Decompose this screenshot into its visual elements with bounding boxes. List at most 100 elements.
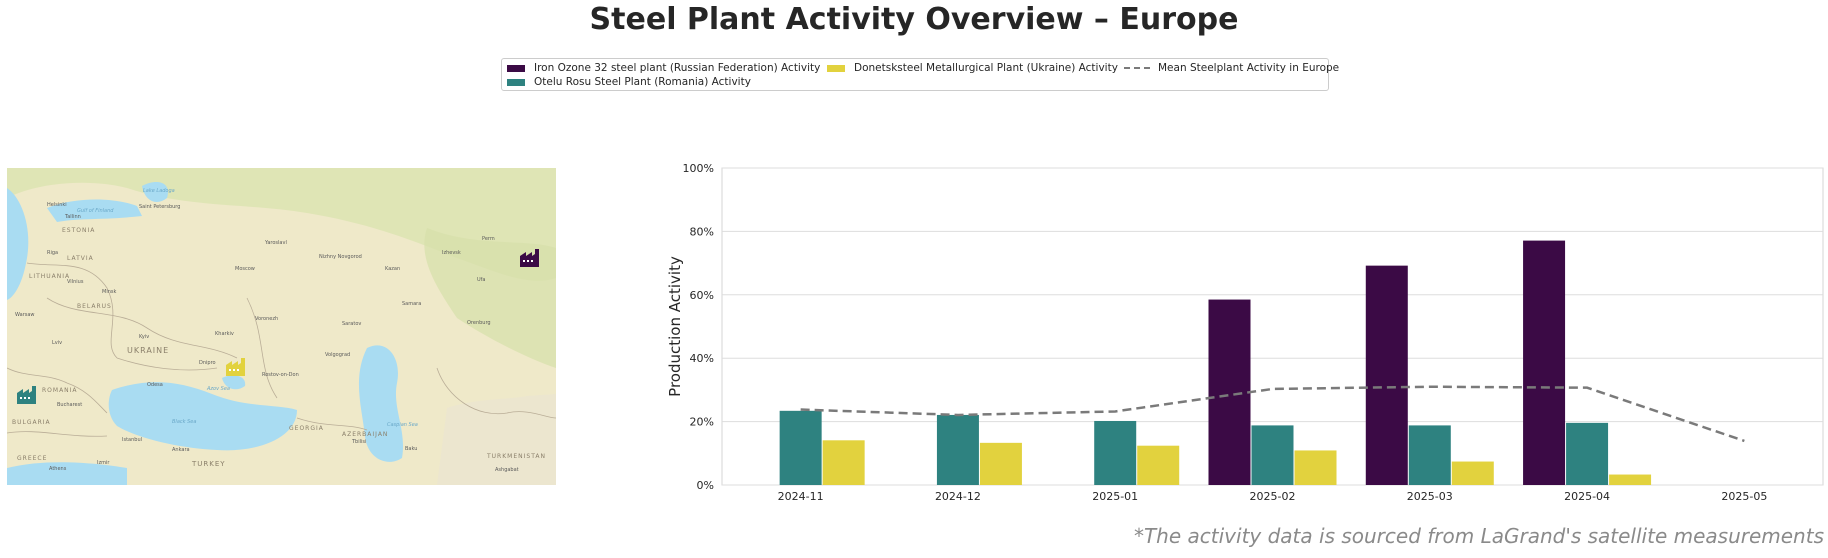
country-label-ukraine: UKRAINE bbox=[127, 346, 169, 355]
legend-label-donetsk: Donetsksteel Metallurgical Plant (Ukrain… bbox=[854, 62, 1118, 74]
map-city-labels: Helsinki Tallinn Saint Petersburg Riga V… bbox=[15, 202, 519, 473]
border-line-8 bbox=[436, 367, 556, 419]
legend-label-mean: Mean Steelplant Activity in Europe bbox=[1158, 62, 1340, 74]
factory-window-3 bbox=[531, 260, 533, 262]
map-svg: Helsinki Tallinn Saint Petersburg Riga V… bbox=[7, 168, 556, 485]
chart-title: Steel Plant Activity Overview – Europe bbox=[589, 2, 1239, 37]
x-tick-label: 2025-05 bbox=[1721, 490, 1767, 503]
city-label-bucharest: Bucharest bbox=[57, 402, 82, 408]
bar-donetsk bbox=[1137, 445, 1180, 485]
legend-swatch-otelu bbox=[507, 78, 525, 86]
city-label-helsinki: Helsinki bbox=[47, 202, 67, 208]
mean-activity-line bbox=[800, 385, 1745, 443]
city-label-orenburg: Orenburg bbox=[467, 320, 491, 326]
factory-window-1 bbox=[523, 260, 525, 262]
x-tick-label: 2025-02 bbox=[1250, 490, 1296, 503]
map-sea-labels: Black Sea Caspian Sea Azov Sea Gulf of F… bbox=[77, 188, 418, 428]
border-line-7 bbox=[296, 417, 368, 431]
city-label-kazan: Kazan bbox=[385, 266, 400, 272]
bar-donetsk bbox=[979, 442, 1022, 485]
legend-swatch-donetsk bbox=[827, 64, 845, 72]
city-label-kyiv: Kyiv bbox=[139, 334, 149, 340]
bar-otelu bbox=[1251, 425, 1294, 485]
border-line-5 bbox=[7, 367, 108, 414]
city-label-ankara: Ankara bbox=[172, 447, 190, 453]
city-label-istanbul: Istanbul bbox=[122, 437, 142, 443]
city-label-izhevsk: Izhevsk bbox=[442, 250, 461, 256]
factory-icon-donetsk[interactable] bbox=[226, 358, 245, 376]
city-label-volgograd: Volgograd bbox=[325, 352, 350, 358]
factory-window-2 bbox=[527, 260, 529, 262]
azov-sea-shape bbox=[222, 375, 246, 390]
baltic-sea-shape bbox=[7, 188, 29, 300]
bar-otelu bbox=[1566, 422, 1609, 485]
caspian-sea-shape bbox=[358, 345, 404, 462]
border-line-6 bbox=[7, 431, 108, 437]
map-country-labels: ESTONIA LATVIA LITHUANIA BELARUS UKRAINE… bbox=[12, 227, 545, 468]
city-label-nizhny-novgorod: Nizhny Novgorod bbox=[319, 254, 362, 260]
city-label-athens: Athens bbox=[49, 466, 67, 472]
legend-swatch-iron-ozone bbox=[507, 64, 525, 72]
map-borders bbox=[7, 262, 556, 437]
country-label-estonia: ESTONIA bbox=[62, 227, 95, 234]
city-label-izmir: Izmir bbox=[97, 460, 110, 466]
y-tick-label: 60% bbox=[690, 289, 714, 302]
city-label-ufa: Ufa bbox=[477, 277, 485, 283]
city-label-warsaw: Warsaw bbox=[15, 312, 35, 318]
factory-shape-donetsk bbox=[226, 358, 245, 376]
city-label-baku: Baku bbox=[405, 446, 417, 452]
sea-label-azov-sea: Azov Sea bbox=[206, 386, 230, 392]
city-label-saratov: Saratov bbox=[342, 321, 361, 327]
map-north-forest bbox=[7, 168, 556, 281]
city-label-tbilisi: Tbilisi bbox=[351, 439, 366, 445]
country-label-greece: GREECE bbox=[17, 455, 47, 462]
lake-ladoga-shape bbox=[142, 182, 168, 202]
country-label-belarus: BELARUS bbox=[77, 303, 112, 310]
city-label-yaroslavl: Yaroslavl bbox=[264, 240, 287, 246]
sea-label-gulf-of-finland: Gulf of Finland bbox=[77, 208, 114, 214]
city-label-voronezh: Voronezh bbox=[255, 316, 278, 322]
city-label-riga: Riga bbox=[47, 250, 58, 256]
factory-shape-iron-ozone bbox=[520, 249, 539, 267]
city-label-saint-petersburg: Saint Petersburg bbox=[139, 204, 180, 210]
legend-label-otelu: Otelu Rosu Steel Plant (Romania) Activit… bbox=[534, 76, 751, 88]
city-label-moscow: Moscow bbox=[235, 266, 255, 272]
country-label-bulgaria: BULGARIA bbox=[12, 419, 51, 426]
x-tick-label: 2024-12 bbox=[935, 490, 981, 503]
bar-donetsk bbox=[1294, 450, 1337, 485]
bar-iron-ozone bbox=[1523, 240, 1566, 485]
factory-icon-otelu[interactable] bbox=[17, 386, 36, 404]
x-tick-label: 2025-03 bbox=[1407, 490, 1453, 503]
bar-donetsk bbox=[1451, 461, 1494, 485]
footnote: *The activity data is sourced from LaGra… bbox=[1133, 524, 1824, 548]
city-label-rostov: Rostov-on-Don bbox=[262, 372, 299, 378]
country-label-georgia: GEORGIA bbox=[289, 425, 324, 432]
country-label-turkey: TURKEY bbox=[191, 460, 226, 468]
border-line-1 bbox=[26, 262, 118, 359]
legend-label-iron-ozone: Iron Ozone 32 steel plant (Russian Feder… bbox=[534, 62, 821, 74]
bar-otelu bbox=[1408, 425, 1451, 485]
bar-otelu bbox=[779, 410, 822, 485]
city-label-minsk: Minsk bbox=[102, 289, 116, 295]
y-tick-label: 0% bbox=[697, 479, 714, 492]
legend-dash-mean bbox=[1124, 67, 1150, 69]
city-label-vilnius: Vilnius bbox=[67, 279, 84, 285]
city-label-samara: Samara bbox=[402, 301, 421, 307]
sea-label-black-sea: Black Sea bbox=[172, 419, 196, 425]
border-line-2 bbox=[46, 297, 238, 359]
factory-shape-otelu bbox=[17, 386, 36, 404]
sea-label-caspian-sea: Caspian Sea bbox=[387, 422, 418, 428]
factory-icon-iron-ozone[interactable] bbox=[520, 249, 539, 267]
central-asia-land bbox=[437, 394, 556, 485]
sea-label-lake-ladoga: Lake Ladoga bbox=[143, 188, 175, 194]
y-tick-label: 20% bbox=[690, 416, 714, 429]
factory-window-7 bbox=[20, 397, 22, 399]
legend-item-iron-ozone: Iron Ozone 32 steel plant (Russian Feder… bbox=[507, 62, 820, 74]
city-label-kharkiv: Kharkiv bbox=[215, 331, 234, 337]
city-label-perm: Perm bbox=[482, 236, 495, 242]
europe-map: Helsinki Tallinn Saint Petersburg Riga V… bbox=[7, 168, 556, 485]
bar-otelu bbox=[936, 414, 979, 485]
legend-item-otelu: Otelu Rosu Steel Plant (Romania) Activit… bbox=[507, 76, 751, 88]
